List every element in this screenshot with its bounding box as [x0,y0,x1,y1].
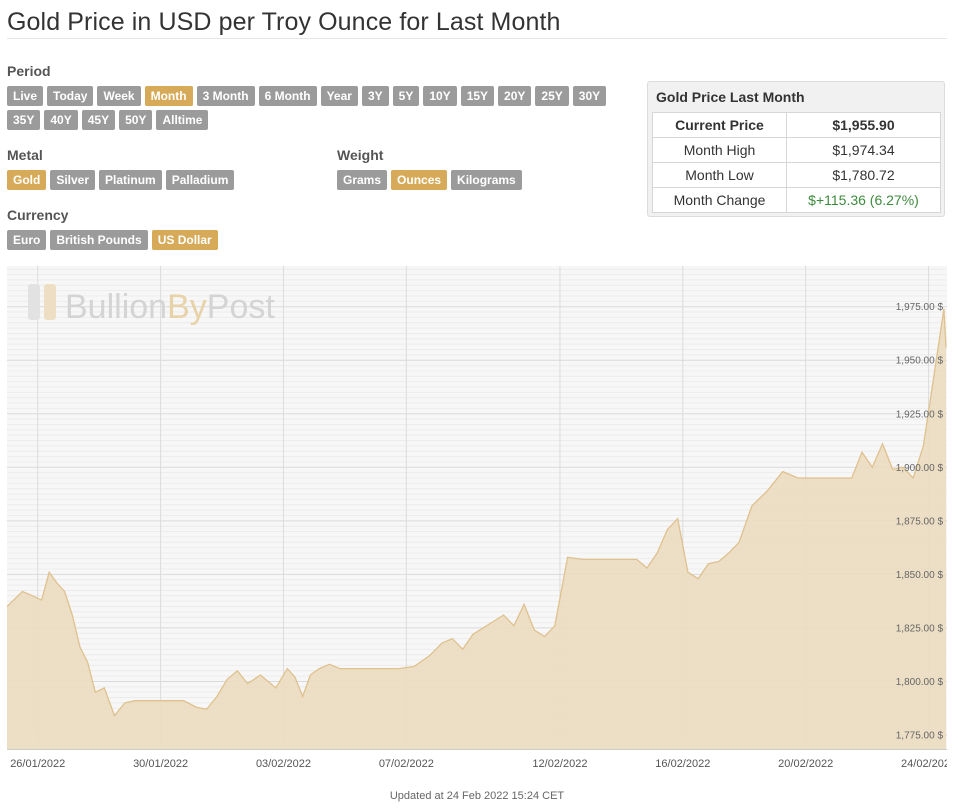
month-high-value: $1,974.34 [786,137,941,163]
period-option-button[interactable]: 40Y [44,110,78,130]
metal-label: Metal [7,147,43,163]
price-summary-table: Current Price $1,955.90 Month High $1,97… [652,112,941,213]
weight-option-button[interactable]: Grams [337,170,388,190]
period-option-button[interactable]: Year [320,86,358,106]
title-divider [7,38,947,39]
x-tick-label: 24/02/2022 [901,758,947,770]
metal-option-button[interactable]: Platinum [99,170,162,190]
x-axis-ticks: 26/01/2022 30/01/2022 03/02/2022 07/02/2022… [10,758,947,770]
period-option-button[interactable]: Live [7,86,44,106]
weight-option-button[interactable]: Kilograms [451,170,522,190]
x-tick-label: 16/02/2022 [655,758,710,770]
month-change-value: $+115.36 (6.27%) [786,187,941,213]
month-change-label: Month Change [652,187,787,213]
y-axis-ticks: 1,975.00 $ 1,950.00 $ 1,925.00 $ 1,900.00 $… [896,302,944,741]
period-buttons: Live Today Week Month 3 Month 6 Month Year 3Y 5Y… [7,86,607,130]
y-tick-label: 1,775.00 $ [896,731,944,742]
x-tick-label: 03/02/2022 [256,758,311,770]
table-row: Current Price $1,955.90 [652,112,941,138]
period-option-button[interactable]: Today [47,86,94,106]
current-price-label: Current Price [652,112,787,138]
weight-buttons: Grams Ounces Kilograms [337,170,637,190]
period-option-button[interactable]: 35Y [7,110,41,130]
watermark-logo: BullionByPost [28,284,275,326]
watermark-bar-silver [28,284,40,320]
period-option-button[interactable]: 20Y [498,86,532,106]
weight-label: Weight [337,147,384,163]
period-option-button[interactable]: 6 Month [258,86,317,106]
table-row: Month High $1,974.34 [652,137,941,163]
period-label: Period [7,63,51,79]
page-title: Gold Price in USD per Troy Ounce for Las… [7,8,561,36]
x-tick-label: 26/01/2022 [10,758,65,770]
month-high-label: Month High [652,137,787,163]
y-tick-label: 1,950.00 $ [896,356,944,367]
x-tick-label: 20/02/2022 [778,758,833,770]
y-tick-label: 1,850.00 $ [896,570,944,581]
watermark-text: BullionByPost [65,288,275,326]
period-option-button[interactable]: 3 Month [196,86,255,106]
metal-option-button[interactable]: Silver [50,170,96,190]
period-option-button[interactable]: 25Y [535,86,569,106]
metal-option-button[interactable]: Gold [7,170,47,190]
table-row: Month Low $1,780.72 [652,162,941,188]
x-tick-label: 30/01/2022 [133,758,188,770]
x-tick-label: 12/02/2022 [532,758,587,770]
month-low-value: $1,780.72 [786,162,941,188]
currency-option-button[interactable]: British Pounds [50,230,148,250]
y-tick-label: 1,975.00 $ [896,302,944,313]
period-option-button[interactable]: 3Y [361,86,389,106]
watermark-bar-gold [44,284,56,320]
period-option-button[interactable]: 15Y [460,86,495,106]
period-option-button[interactable]: 45Y [81,110,116,130]
period-option-button[interactable]: Week [97,86,141,106]
period-option-button[interactable]: Month [144,86,193,106]
currency-option-button[interactable]: US Dollar [151,230,218,250]
weight-option-button[interactable]: Ounces [391,170,448,190]
period-option-button[interactable]: 50Y [119,110,153,130]
y-tick-label: 1,825.00 $ [896,623,944,634]
metal-buttons: Gold Silver Platinum Palladium [7,170,307,190]
price-summary-panel: Gold Price Last Month Current Price $1,9… [647,81,945,217]
metal-option-button[interactable]: Palladium [165,170,235,190]
currency-buttons: Euro British Pounds US Dollar [7,230,307,250]
y-tick-label: 1,925.00 $ [896,409,944,420]
price-summary-title: Gold Price Last Month [656,89,805,105]
price-line [7,308,947,718]
current-price-value: $1,955.90 [786,112,941,138]
month-low-label: Month Low [652,162,787,188]
updated-timestamp: Updated at 24 Feb 2022 15:24 CET [390,790,565,802]
period-option-button[interactable]: 10Y [423,86,457,106]
x-axis-line [7,749,947,750]
price-chart-svg: BullionByPost 1,975.00 $ 1,950.00 $ 1,925.… [7,266,947,802]
period-option-button[interactable]: Alltime [156,110,209,130]
price-chart: BullionByPost 1,975.00 $ 1,950.00 $ 1,925.… [7,266,947,808]
price-area [7,308,946,750]
x-tick-label: 07/02/2022 [379,758,434,770]
currency-label: Currency [7,207,69,223]
y-tick-label: 1,875.00 $ [896,516,944,527]
y-tick-label: 1,800.00 $ [896,677,944,688]
table-row: Month Change $+115.36 (6.27%) [652,187,941,213]
currency-option-button[interactable]: Euro [7,230,47,250]
y-tick-label: 1,900.00 $ [896,463,944,474]
period-option-button[interactable]: 5Y [392,86,420,106]
period-option-button[interactable]: 30Y [572,86,607,106]
